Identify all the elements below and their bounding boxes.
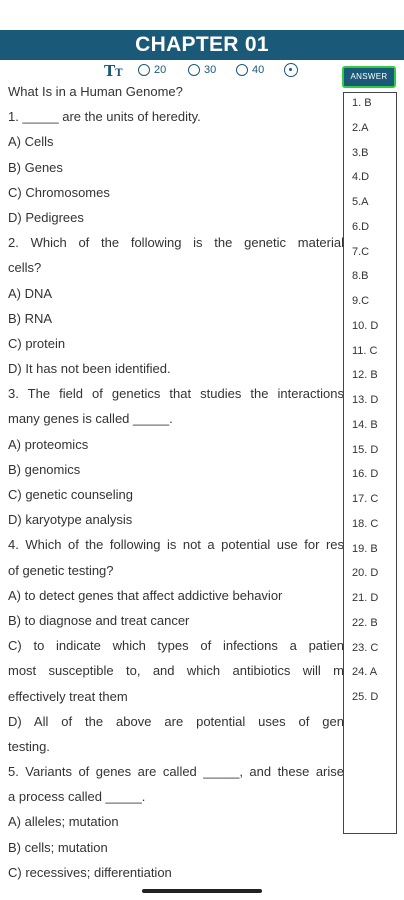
content-line: C) Chromosomes xyxy=(8,184,110,200)
answer-panel: 1. B 2.A 3.B 4.D 5.A 6.D 7.C 8.B 9.C 10. D 11. C 12… xyxy=(343,92,397,834)
content-line: A) to detect genes that affect addictive… xyxy=(8,587,283,603)
answer-item: 18. C xyxy=(352,517,379,530)
content-line: A) proteomics xyxy=(8,436,89,452)
content-line: C) protein xyxy=(8,335,66,351)
answer-item: 15. D xyxy=(352,443,379,456)
radio-circle-icon[interactable] xyxy=(138,64,150,76)
radio-circle-icon[interactable] xyxy=(236,64,248,76)
content-line: B) RNA xyxy=(8,310,53,326)
content-line: A) Cells xyxy=(8,134,54,150)
chapter-title: CHAPTER 01 xyxy=(135,33,269,56)
timer-icon[interactable] xyxy=(284,63,298,77)
content-line: C) recessives; differentiation xyxy=(8,864,172,880)
content-line: C) to indicate which types of infections… xyxy=(8,638,344,654)
answer-item: 13. D xyxy=(352,394,379,406)
content-line: a process called _____. xyxy=(8,789,146,805)
content-line: D) It has not been identified. xyxy=(8,361,171,377)
status-bar xyxy=(0,0,404,30)
home-indicator[interactable] xyxy=(142,889,262,893)
content-line: A) alleles; mutation xyxy=(8,814,119,830)
answer-item: 23. C xyxy=(352,641,379,654)
answer-item: 14. B xyxy=(352,418,378,431)
content-line: B) cells; mutation xyxy=(8,839,108,855)
answer-item: 19. B xyxy=(352,542,378,555)
content-line: D) Pedigrees xyxy=(8,209,84,225)
radio-30[interactable]: 30 xyxy=(188,64,216,76)
content-line: 1. _____ are the units of heredity. xyxy=(8,109,201,125)
answer-item: 24. A xyxy=(352,666,378,679)
content-line: many genes is called _____. xyxy=(8,411,173,427)
content-line: 5. Variants of genes are called _____, a… xyxy=(8,764,344,780)
content-line: C) genetic counseling xyxy=(8,487,134,502)
answer-item: 22. B xyxy=(352,616,378,629)
answer-button[interactable]: ANSWER xyxy=(342,66,396,88)
section-title: What Is in a Human Genome? xyxy=(8,84,183,99)
answer-item: 2.A xyxy=(352,121,369,134)
content-line: testing. xyxy=(8,738,50,754)
answer-item: 12. B xyxy=(352,369,378,382)
answer-item: 21. D xyxy=(352,592,379,604)
content-line: most susceptible to, and which antibioti… xyxy=(8,663,344,679)
answer-item: 6.D xyxy=(352,220,370,233)
answer-item: 20. D xyxy=(352,567,379,580)
radio-20[interactable]: 20 xyxy=(138,64,166,76)
answer-item: 5.A xyxy=(352,196,369,208)
content-line: B) to diagnose and treat cancer xyxy=(8,612,190,628)
content-line: B) Genes xyxy=(8,159,63,175)
content-line: 4. Which of the following is not a poten… xyxy=(8,537,344,553)
toolbar: TT 20 30 40 xyxy=(0,60,404,82)
content-line: cells? xyxy=(8,260,42,276)
answer-item: 9.C xyxy=(352,295,370,307)
content-line: D) karyotype analysis xyxy=(8,512,133,528)
answer-item: 25. D xyxy=(352,691,379,703)
content-line: A) DNA xyxy=(8,285,53,301)
question-content: What Is in a Human Genome? 1. _____ are t… xyxy=(8,79,344,885)
answer-item: 8.B xyxy=(352,270,369,283)
answer-item: 11. C xyxy=(352,344,378,357)
content-line: of genetic testing? xyxy=(8,562,114,578)
content-line: effectively treat them xyxy=(8,688,128,704)
content-line: B) genomics xyxy=(8,461,81,477)
content-line: D) All of the above are potential uses o… xyxy=(8,713,344,729)
answer-item: 10. D xyxy=(352,319,379,332)
answer-item: 16. D xyxy=(352,468,379,481)
answer-item: 7.C xyxy=(352,245,370,258)
radio-40[interactable]: 40 xyxy=(236,64,264,76)
content-line: 2. Which of the following is the genetic… xyxy=(8,235,344,251)
answer-item: 17. C xyxy=(352,493,379,505)
content-line: 3. The field of genetics that studies th… xyxy=(8,386,344,402)
answer-item: 3.B xyxy=(352,146,369,159)
answer-item: 1. B xyxy=(352,97,372,109)
answer-item: 4.D xyxy=(352,171,370,184)
radio-circle-icon[interactable] xyxy=(188,64,200,76)
chapter-header: CHAPTER 01 xyxy=(0,30,404,60)
font-size-icon[interactable]: TT xyxy=(104,62,123,80)
